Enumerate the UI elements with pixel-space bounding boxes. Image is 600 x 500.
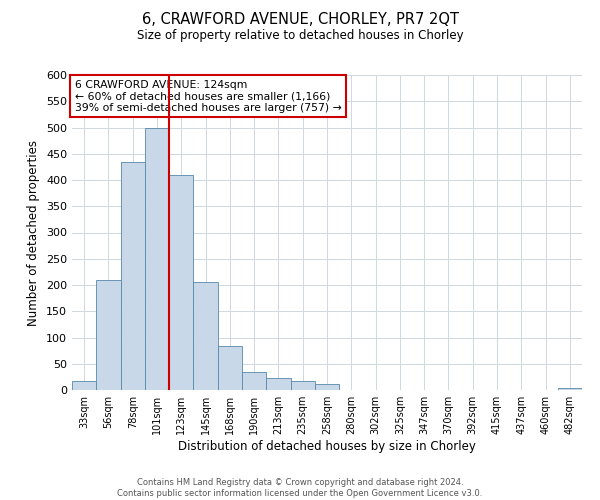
Text: 6 CRAWFORD AVENUE: 124sqm
← 60% of detached houses are smaller (1,166)
39% of se: 6 CRAWFORD AVENUE: 124sqm ← 60% of detac…: [74, 80, 341, 113]
Bar: [242, 372, 266, 390]
X-axis label: Distribution of detached houses by size in Chorley: Distribution of detached houses by size …: [178, 440, 476, 453]
Bar: [558, 388, 582, 390]
Bar: [169, 175, 193, 390]
Bar: [96, 280, 121, 390]
Bar: [315, 384, 339, 390]
Bar: [266, 378, 290, 390]
Bar: [72, 380, 96, 390]
Bar: [145, 128, 169, 390]
Bar: [193, 282, 218, 390]
Text: Size of property relative to detached houses in Chorley: Size of property relative to detached ho…: [137, 29, 463, 42]
Bar: [218, 346, 242, 390]
Text: Contains HM Land Registry data © Crown copyright and database right 2024.
Contai: Contains HM Land Registry data © Crown c…: [118, 478, 482, 498]
Bar: [121, 162, 145, 390]
Y-axis label: Number of detached properties: Number of detached properties: [28, 140, 40, 326]
Text: 6, CRAWFORD AVENUE, CHORLEY, PR7 2QT: 6, CRAWFORD AVENUE, CHORLEY, PR7 2QT: [142, 12, 458, 28]
Bar: [290, 380, 315, 390]
